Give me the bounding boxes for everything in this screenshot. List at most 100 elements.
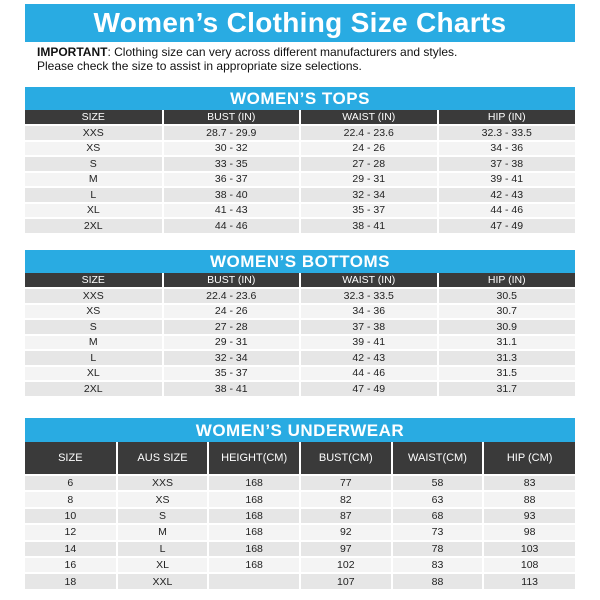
table-cell: XS xyxy=(25,139,164,156)
table-cell: 83 xyxy=(391,555,485,574)
table-cell: 24 - 26 xyxy=(300,139,439,156)
tops-table: SIZE BUST (IN) WAIST (IN) HIP (IN) XXS 28.7 … xyxy=(25,110,575,233)
table-cell: 37 - 38 xyxy=(437,155,575,172)
table-cell: 22.4 - 23.6 xyxy=(300,124,439,141)
bottoms-header-row: SIZE BUST (IN) WAIST (IN) HIP (IN) xyxy=(25,273,575,288)
table-cell: 37 - 38 xyxy=(300,318,439,335)
table-cell: 38 - 41 xyxy=(162,380,301,396)
table-row: 18 XXL 107 88 113 xyxy=(25,572,575,589)
table-row: M 36 - 37 29 - 31 39 - 41 xyxy=(25,170,575,187)
table-cell: XXS xyxy=(25,124,164,141)
column-header: AUS SIZE xyxy=(116,442,210,475)
table-cell: 27 - 28 xyxy=(300,155,439,172)
table-cell: 30 - 32 xyxy=(162,139,301,156)
table-row: 12 M 168 92 73 98 xyxy=(25,523,575,541)
table-cell: 108 xyxy=(483,555,575,574)
table-cell: 44 - 46 xyxy=(300,364,439,381)
table-cell: 22.4 - 23.6 xyxy=(162,287,301,304)
column-header: BUST (IN) xyxy=(162,273,301,288)
table-row: S 33 - 35 27 - 28 37 - 38 xyxy=(25,155,575,172)
table-cell: 2XL xyxy=(25,217,164,233)
table-cell: 77 xyxy=(299,473,393,492)
table-cell: 103 xyxy=(483,539,575,557)
tops-header-row: SIZE BUST (IN) WAIST (IN) HIP (IN) xyxy=(25,110,575,125)
table-cell: 32 - 34 xyxy=(162,349,301,366)
table-cell: 73 xyxy=(391,523,485,541)
table-cell: 14 xyxy=(25,539,118,557)
underwear-section: WOMEN’S UNDERWEAR SIZE AUS SIZE HEIGHT(CM)… xyxy=(25,418,575,589)
table-cell: 10 xyxy=(25,506,118,525)
table-cell: 168 xyxy=(208,555,301,574)
table-cell: XXS xyxy=(116,473,210,492)
table-row: XS 24 - 26 34 - 36 30.7 xyxy=(25,302,575,319)
table-cell: L xyxy=(25,186,164,203)
table-row: XL 35 - 37 44 - 46 31.5 xyxy=(25,364,575,381)
table-cell: 36 - 37 xyxy=(162,170,301,187)
table-cell: 34 - 36 xyxy=(437,139,575,156)
table-cell: 32.3 - 33.5 xyxy=(437,124,575,141)
table-cell: L xyxy=(25,349,164,366)
table-cell: 58 xyxy=(391,473,485,492)
table-cell: 2XL xyxy=(25,380,164,396)
table-cell: 8 xyxy=(25,490,118,508)
table-cell xyxy=(208,572,301,589)
table-cell: 168 xyxy=(208,490,301,508)
table-row: XXS 22.4 - 23.6 32.3 - 33.5 30.5 xyxy=(25,287,575,304)
table-row: XS 30 - 32 24 - 26 34 - 36 xyxy=(25,139,575,156)
table-cell: 88 xyxy=(391,572,485,589)
table-row: XXS 28.7 - 29.9 22.4 - 23.6 32.3 - 33.5 xyxy=(25,124,575,141)
table-row: 2XL 38 - 41 47 - 49 31.7 xyxy=(25,380,575,396)
table-cell: L xyxy=(116,539,210,557)
column-header: BUST(CM) xyxy=(299,442,393,475)
table-row: S 27 - 28 37 - 38 30.9 xyxy=(25,318,575,335)
table-cell: 30.5 xyxy=(437,287,575,304)
table-cell: 18 xyxy=(25,572,118,589)
table-cell: XXS xyxy=(25,287,164,304)
table-cell: XS xyxy=(116,490,210,508)
page-title: Women’s Clothing Size Charts xyxy=(25,4,575,42)
table-cell: 97 xyxy=(299,539,393,557)
table-cell: 168 xyxy=(208,539,301,557)
table-cell: 39 - 41 xyxy=(437,170,575,187)
table-cell: 29 - 31 xyxy=(162,333,301,350)
table-cell: 31.5 xyxy=(437,364,575,381)
table-cell: 63 xyxy=(391,490,485,508)
table-cell: 39 - 41 xyxy=(300,333,439,350)
table-row: 14 L 168 97 78 103 xyxy=(25,539,575,557)
table-cell: 32 - 34 xyxy=(300,186,439,203)
table-cell: 93 xyxy=(483,506,575,525)
bottoms-title: WOMEN’S BOTTOMS xyxy=(25,250,575,273)
table-cell: 92 xyxy=(299,523,393,541)
underwear-table: SIZE AUS SIZE HEIGHT(CM) BUST(CM) WAIST(CM) H… xyxy=(25,442,575,589)
table-cell: XL xyxy=(25,201,164,218)
table-row: 10 S 168 87 68 93 xyxy=(25,506,575,525)
bottoms-section: WOMEN’S BOTTOMS SIZE BUST (IN) WAIST (IN) H… xyxy=(25,250,575,396)
underwear-header-row: SIZE AUS SIZE HEIGHT(CM) BUST(CM) WAIST(CM) H… xyxy=(25,442,575,475)
table-cell: 168 xyxy=(208,473,301,492)
table-row: M 29 - 31 39 - 41 31.1 xyxy=(25,333,575,350)
tops-section: WOMEN’S TOPS SIZE BUST (IN) WAIST (IN) HIP … xyxy=(25,87,575,233)
table-cell: 41 - 43 xyxy=(162,201,301,218)
table-cell: 42 - 43 xyxy=(437,186,575,203)
table-cell: 34 - 36 xyxy=(300,302,439,319)
table-cell: XL xyxy=(116,555,210,574)
table-cell: XXL xyxy=(116,572,210,589)
table-cell: 83 xyxy=(483,473,575,492)
column-header: WAIST(CM) xyxy=(391,442,485,475)
table-cell: S xyxy=(25,155,164,172)
table-cell: 42 - 43 xyxy=(300,349,439,366)
table-cell: 32.3 - 33.5 xyxy=(300,287,439,304)
tops-body: XXS 28.7 - 29.9 22.4 - 23.6 32.3 - 33.5 XS 30… xyxy=(25,124,575,233)
table-cell: 102 xyxy=(299,555,393,574)
table-cell: 12 xyxy=(25,523,118,541)
table-cell: 27 - 28 xyxy=(162,318,301,335)
tops-title: WOMEN’S TOPS xyxy=(25,87,575,110)
table-cell: 16 xyxy=(25,555,118,574)
notice-label: IMPORTANT xyxy=(37,45,108,59)
table-cell: XS xyxy=(25,302,164,319)
table-cell: 38 - 41 xyxy=(300,217,439,233)
column-header: HIP (CM) xyxy=(483,442,575,475)
table-cell: 87 xyxy=(299,506,393,525)
table-cell: 44 - 46 xyxy=(437,201,575,218)
table-cell: 168 xyxy=(208,506,301,525)
